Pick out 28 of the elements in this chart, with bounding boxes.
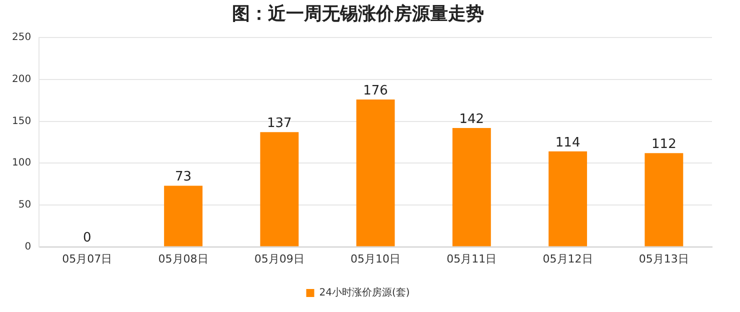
x-tick-label: 05月08日 [158, 252, 208, 266]
bar [548, 151, 588, 246]
x-tick-label: 05月12日 [542, 252, 593, 266]
data-label: 142 [459, 112, 484, 127]
x-tick-label: 05月07日 [62, 252, 112, 266]
chart-title: 图：近一周无锡涨价房源量走势 [232, 3, 484, 24]
data-label: 137 [267, 116, 292, 132]
bar [164, 186, 203, 246]
y-tick-label: 50 [18, 200, 32, 211]
y-tick-label: 0 [24, 241, 32, 252]
bar [260, 132, 299, 246]
y-tick-label: 200 [12, 74, 32, 86]
legend-label: 24小时涨价房源(套) [319, 286, 410, 299]
data-label: 114 [555, 135, 580, 150]
x-tick-label: 05月11日 [446, 252, 497, 266]
x-tick-label: 05月10日 [350, 252, 401, 266]
bar [356, 100, 395, 246]
data-label: 73 [175, 170, 192, 185]
y-tick-label: 150 [12, 116, 32, 127]
x-tick-label: 05月13日 [638, 252, 689, 266]
data-label: 176 [363, 83, 388, 98]
y-tick-label: 250 [12, 32, 32, 44]
y-tick-label: 100 [12, 158, 32, 169]
data-label: 0 [83, 230, 92, 246]
x-tick-label: 05月09日 [254, 252, 304, 266]
bar [452, 128, 491, 246]
data-label: 112 [652, 136, 676, 152]
bar [644, 153, 684, 246]
